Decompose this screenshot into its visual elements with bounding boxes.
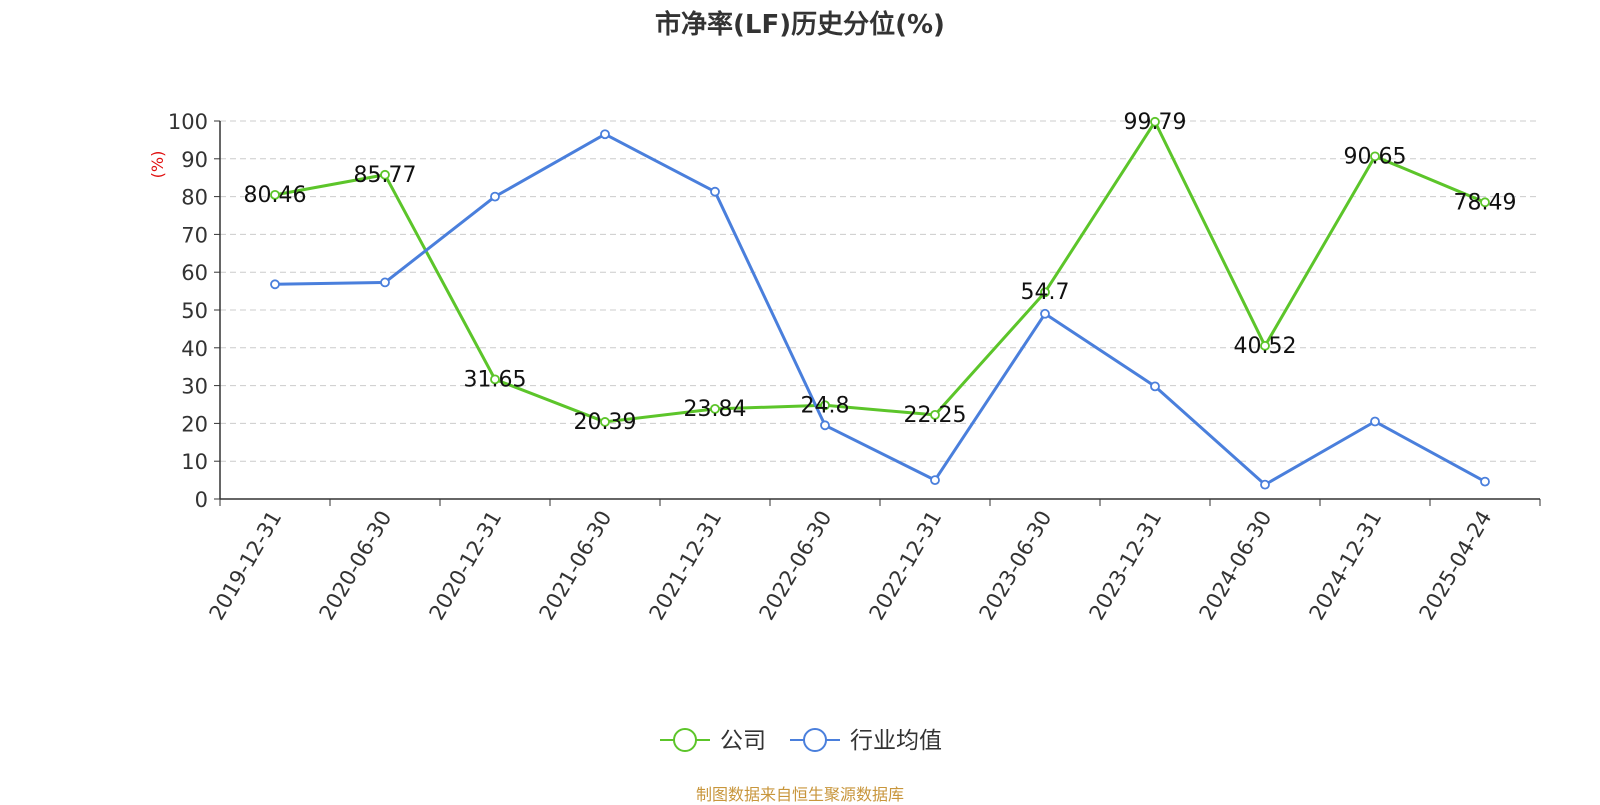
y-tick-label: 20 xyxy=(181,412,208,436)
data-label: 40.52 xyxy=(1234,334,1297,359)
y-axis-label: (%) xyxy=(148,151,167,179)
data-point xyxy=(710,403,720,414)
data-label: 31.65 xyxy=(464,367,527,392)
data-point xyxy=(1150,381,1160,392)
data-label: 22.25 xyxy=(904,403,967,428)
data-point xyxy=(1260,340,1270,351)
series-line-1 xyxy=(274,120,1486,424)
x-tick-label: 2021-12-31 xyxy=(645,507,727,625)
data-label: 99.79 xyxy=(1124,110,1187,135)
x-tick-label: 2023-06-30 xyxy=(975,507,1057,625)
x-tick-label: 2025-04-24 xyxy=(1415,507,1497,625)
data-label: 90.65 xyxy=(1344,144,1407,169)
x-tick-label: 2020-12-31 xyxy=(425,507,507,625)
data-point xyxy=(930,409,940,420)
data-point xyxy=(1040,287,1050,298)
data-point xyxy=(820,420,830,431)
data-point xyxy=(600,417,610,427)
legend-symbol xyxy=(673,728,697,752)
data-point xyxy=(490,191,500,202)
data-point xyxy=(490,374,500,385)
data-label: 23.84 xyxy=(684,397,747,422)
data-label: 80.46 xyxy=(244,183,307,208)
data-label: 20.39 xyxy=(574,410,637,435)
data-label: 85.77 xyxy=(354,163,417,188)
x-tick-label: 2019-12-31 xyxy=(205,507,287,625)
x-tick-label: 2023-12-31 xyxy=(1085,507,1167,625)
x-tick-label: 2021-06-30 xyxy=(535,507,617,625)
legend-symbol xyxy=(803,728,827,752)
y-tick-label: 30 xyxy=(181,375,208,399)
x-tick-label: 2024-12-31 xyxy=(1305,507,1387,625)
y-tick-label: 60 xyxy=(181,261,208,285)
data-point xyxy=(1480,197,1490,208)
data-point xyxy=(1150,116,1160,127)
data-point xyxy=(710,186,720,197)
y-tick-label: 10 xyxy=(181,450,208,474)
y-tick-label: 50 xyxy=(181,299,208,323)
x-tick-label: 2024-06-30 xyxy=(1195,507,1277,625)
y-tick-label: 0 xyxy=(195,488,208,512)
x-tick-label: 2022-06-30 xyxy=(755,507,837,625)
data-point xyxy=(380,169,390,180)
data-point xyxy=(270,189,280,200)
y-tick-label: 70 xyxy=(181,223,208,247)
y-tick-label: 100 xyxy=(168,110,208,134)
y-tick-label: 80 xyxy=(181,186,208,210)
data-point xyxy=(1480,476,1490,487)
x-tick-label: 2022-12-31 xyxy=(865,507,947,625)
y-tick-label: 40 xyxy=(181,337,208,361)
data-point xyxy=(1370,416,1380,427)
data-point xyxy=(820,400,830,411)
data-label: 78.49 xyxy=(1454,190,1517,215)
y-tick-label: 90 xyxy=(181,148,208,172)
data-label: 24.8 xyxy=(801,393,850,418)
legend-label: 公司 xyxy=(720,728,766,754)
data-point xyxy=(380,277,390,288)
data-point xyxy=(1040,308,1050,319)
data-point xyxy=(1370,151,1380,162)
chart-title: 市净率(LF)历史分位(%) xyxy=(655,10,945,40)
data-point xyxy=(1260,479,1270,490)
x-tick-label: 2020-06-30 xyxy=(315,507,397,625)
source-footer: 制图数据来自恒生聚源数据库 xyxy=(695,785,904,804)
data-label: 54.7 xyxy=(1021,280,1070,305)
legend-label: 行业均值 xyxy=(850,728,942,754)
data-point xyxy=(930,475,940,486)
data-point xyxy=(270,279,280,290)
data-point xyxy=(600,129,610,140)
series-line-2 xyxy=(274,132,1486,487)
